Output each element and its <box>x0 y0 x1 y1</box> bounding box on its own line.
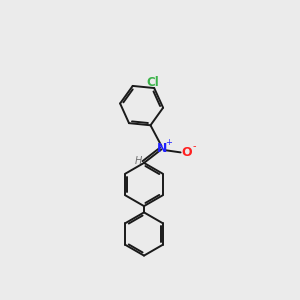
Text: O: O <box>182 146 192 159</box>
Text: Cl: Cl <box>146 76 159 89</box>
Text: N: N <box>157 142 167 155</box>
Text: +: + <box>165 138 172 147</box>
Text: -: - <box>192 141 196 152</box>
Text: H: H <box>134 156 142 167</box>
